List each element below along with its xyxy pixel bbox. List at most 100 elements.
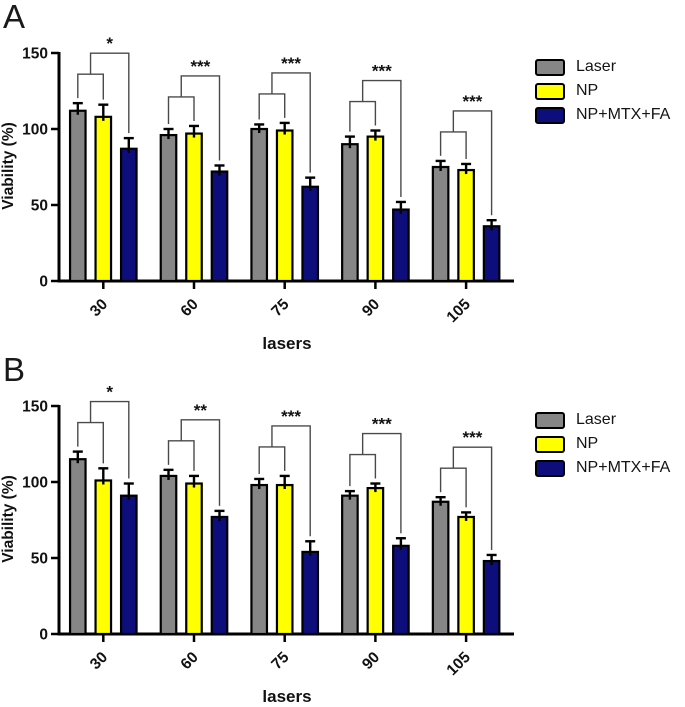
panel-a-letter: A (3, 0, 26, 35)
x-tick-label: 30 (87, 296, 111, 320)
legend-label-np: NP (576, 435, 599, 452)
sig-bracket-outer (89, 400, 130, 479)
x-tick-label: 105 (444, 649, 475, 680)
sig-bracket-inner (77, 421, 104, 464)
bar-Laser (68, 458, 87, 636)
bar-NP (457, 515, 475, 636)
bar-NP+MTX+FA (119, 147, 138, 283)
y-tick-label: 150 (22, 46, 48, 63)
legend-swatch-np-mtx-fa (535, 106, 565, 124)
legend-a: Laser NP NP+MTX+FA (535, 58, 671, 124)
sig-stars: *** (281, 54, 301, 73)
panel-b: B 0 50 100 150 30 * 60 ** 75 *** 90 *** 105 *** Viabi… (0, 353, 685, 707)
sig-stars: *** (463, 428, 483, 447)
bar-NP+MTX+FA (210, 515, 229, 636)
sig-bracket-outer (452, 110, 493, 216)
bar-Laser (431, 165, 450, 283)
y-axis-title-a: Viability (%) (0, 122, 17, 210)
bar-Laser (159, 133, 178, 283)
bar-NP+MTX+FA (392, 544, 410, 636)
sig-stars: *** (372, 415, 392, 434)
bar-NP+MTX+FA (301, 185, 320, 283)
sig-stars: * (106, 34, 113, 53)
bar-NP (457, 168, 475, 283)
bar-NP (275, 129, 294, 283)
x-tick-label: 60 (178, 296, 202, 320)
legend-label-laser: Laser (576, 411, 617, 428)
bar-NP+MTX+FA (392, 208, 410, 283)
bar-Laser (68, 109, 87, 283)
sig-bracket-inner (77, 73, 104, 100)
legend-swatch-np (535, 82, 565, 100)
legend-label-np: NP (576, 82, 599, 99)
sig-bracket-outer (271, 72, 311, 173)
sig-bracket-inner (439, 131, 467, 159)
bar-NP (185, 132, 203, 283)
legend-label-laser: Laser (576, 58, 617, 75)
legend-item-np-mtx-fa: NP+MTX+FA (535, 106, 671, 124)
x-tick-label: 75 (268, 649, 292, 673)
bar-NP (94, 479, 113, 636)
x-tick-label: 30 (87, 649, 111, 673)
sig-stars: * (106, 383, 113, 402)
sig-bracket-inner (439, 467, 467, 508)
bar-Laser (159, 474, 178, 636)
sig-bracket-outer (89, 52, 130, 134)
legend-swatch-laser (535, 411, 565, 429)
bar-chart-b: 0 50 100 150 30 * 60 ** 75 *** 90 *** 105 *** (22, 383, 514, 680)
bar-NP (185, 482, 203, 636)
sig-bracket-inner (349, 453, 377, 487)
sig-bracket-inner (258, 446, 286, 474)
sig-stars: *** (190, 57, 210, 76)
y-tick-label: 100 (22, 475, 48, 492)
panel-b-letter: B (3, 351, 26, 388)
sig-bracket-inner (349, 100, 377, 132)
legend-item-np: NP (535, 435, 670, 453)
legend-item-laser: Laser (535, 411, 670, 429)
y-tick-label: 50 (31, 551, 48, 568)
sig-bracket-outer (452, 446, 493, 550)
sig-stars: *** (463, 92, 483, 111)
sig-bracket-inner (167, 96, 195, 124)
y-tick-label: 50 (31, 198, 48, 215)
bar-NP+MTX+FA (482, 225, 501, 283)
x-tick-label: 75 (268, 296, 292, 320)
legend-label-np-mtx-fa: NP+MTX+FA (576, 106, 671, 123)
legend-swatch-laser (535, 58, 565, 76)
legend-item-np: NP (535, 82, 670, 100)
legend-swatch-np-mtx-fa (535, 459, 565, 477)
bar-Laser (341, 143, 359, 283)
bar-NP (275, 483, 294, 636)
legend-b: Laser NP NP+MTX+FA (535, 411, 671, 477)
x-axis-title-b: lasers (262, 687, 312, 706)
bar-NP (94, 115, 113, 283)
legend-label-np-mtx-fa: NP+MTX+FA (576, 459, 671, 476)
bar-NP (366, 135, 385, 283)
sig-bracket-outer (361, 432, 402, 534)
bar-NP+MTX+FA (482, 559, 501, 636)
x-tick-label: 105 (444, 296, 475, 327)
bar-NP+MTX+FA (119, 494, 138, 636)
bar-chart-a: 0 50 100 150 30 * 60 *** 75 *** 90 *** 105 *** (22, 34, 514, 327)
x-axis-title-a: lasers (262, 334, 312, 353)
sig-stars: *** (372, 62, 392, 81)
y-axis-title-b: Viability (%) (0, 475, 17, 563)
panel-a: A 0 50 100 150 30 * 60 *** 75 *** 90 *** 105 *** Viab… (0, 0, 671, 353)
x-tick-label: 90 (359, 296, 383, 320)
bar-Laser (341, 494, 359, 636)
legend-swatch-np (535, 435, 565, 453)
sig-bracket-inner (258, 93, 286, 120)
sig-bracket-outer (180, 419, 221, 506)
bar-Laser (250, 483, 269, 636)
sig-bracket-outer (271, 425, 311, 537)
sig-stars: *** (281, 407, 301, 426)
bar-NP (366, 486, 385, 636)
bar-Laser (250, 127, 269, 283)
y-tick-label: 150 (22, 399, 48, 416)
x-tick-label: 60 (178, 649, 202, 673)
y-tick-label: 0 (39, 627, 48, 644)
sig-bracket-outer (361, 79, 402, 197)
sig-bracket-inner (167, 440, 195, 471)
bar-Laser (431, 500, 450, 636)
